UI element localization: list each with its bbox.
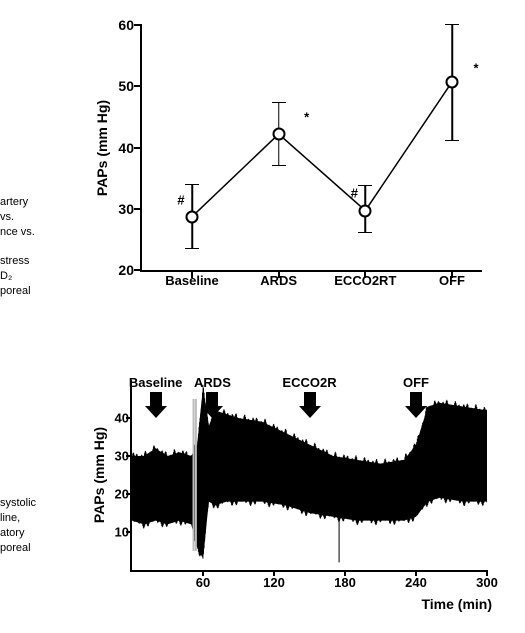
bottom-plot-area: PAPs (mm Hg) Time (min) 1020304060120180…	[130, 380, 487, 572]
data-marker	[272, 128, 285, 141]
errorbar-cap	[185, 184, 199, 185]
phase-label: ARDS	[194, 375, 231, 390]
top-ytick	[134, 85, 142, 87]
top-chart: PAPs (mm Hg) 2030405060BaselineARDSECCO2…	[85, 15, 505, 305]
sig-annotation: *	[304, 109, 309, 124]
sig-annotation: #	[177, 192, 184, 207]
top-ytick	[134, 208, 142, 210]
phase-arrow-icon	[299, 392, 321, 418]
top-ytick-label: 60	[94, 17, 134, 33]
phase-arrow-icon	[145, 392, 167, 418]
errorbar-cap	[358, 232, 372, 233]
bot-ytick-label: 30	[99, 449, 129, 464]
errorbar-cap	[445, 140, 459, 141]
cropped-text-2: systolicline,atoryporeal	[0, 496, 36, 555]
errorbar-cap	[445, 24, 459, 25]
top-ytick-label: 30	[94, 201, 134, 217]
top-ytick	[134, 147, 142, 149]
bot-ytick-label: 10	[99, 525, 129, 540]
top-ytick	[134, 24, 142, 26]
page: { "top_chart": { "type": "line-errorbar"…	[0, 0, 525, 633]
phase-label: Baseline	[129, 375, 182, 390]
bot-xtick-label: 120	[263, 575, 285, 590]
bottom-x-axis-label: Time (min)	[421, 596, 492, 612]
top-ytick-label: 20	[94, 262, 134, 278]
top-series-svg	[142, 25, 482, 270]
phase-label: ECCO2R	[282, 375, 336, 390]
top-ytick	[134, 269, 142, 271]
top-plot-area: PAPs (mm Hg) 2030405060BaselineARDSECCO2…	[140, 25, 482, 272]
top-ytick-label: 40	[94, 140, 134, 156]
bot-xtick-label: 300	[476, 575, 498, 590]
errorbar-cap	[272, 102, 286, 103]
bot-ytick-label: 40	[99, 411, 129, 426]
bot-ytick-label: 20	[99, 487, 129, 502]
cropped-text-1: arteryvs.nce vs. stressD₂poreal	[0, 195, 35, 299]
bottom-y-axis-label: PAPs (mm Hg)	[91, 427, 107, 523]
sig-annotation: *	[473, 60, 478, 75]
data-marker	[359, 204, 372, 217]
sig-annotation: #	[351, 186, 358, 201]
errorbar-cap	[272, 165, 286, 166]
top-ytick-label: 50	[94, 78, 134, 94]
bot-xtick-label: 180	[334, 575, 356, 590]
data-marker	[446, 75, 459, 88]
errorbar-cap	[358, 185, 372, 186]
data-marker	[186, 210, 199, 223]
top-xtick-label: ECCO2RT	[334, 273, 396, 288]
errorbar-cap	[185, 248, 199, 249]
bot-xtick-label: 240	[405, 575, 427, 590]
top-xtick-label: Baseline	[165, 273, 218, 288]
phase-label: OFF	[403, 375, 429, 390]
top-xtick-label: ARDS	[260, 273, 297, 288]
top-xtick-label: OFF	[439, 273, 465, 288]
phase-arrow-icon	[405, 392, 427, 418]
bot-xtick-label: 60	[196, 575, 210, 590]
phase-arrow-icon	[201, 392, 223, 418]
bottom-chart: PAPs (mm Hg) Time (min) 10 20 30 40 60 120 180…	[85, 370, 505, 610]
